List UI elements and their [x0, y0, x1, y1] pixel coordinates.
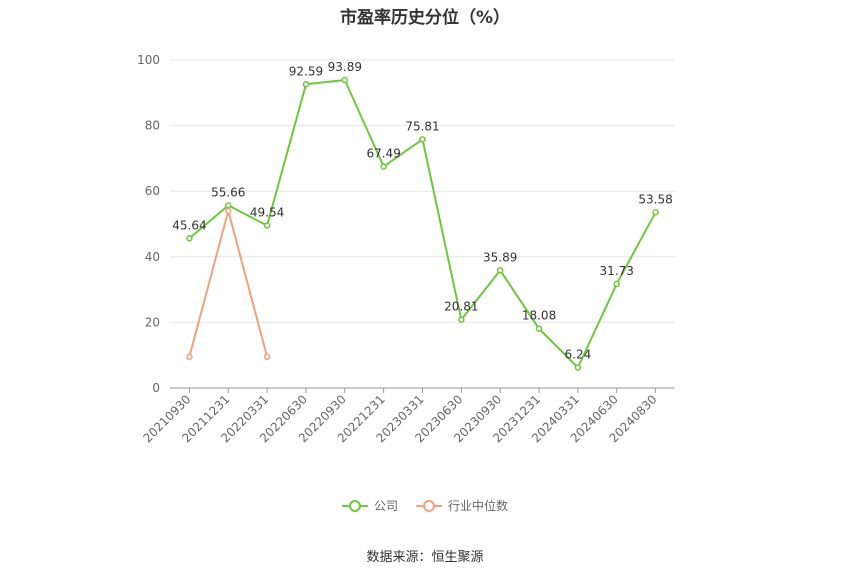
chart-title: 市盈率历史分位（%） — [339, 8, 511, 28]
data-label: 55.66 — [211, 185, 245, 199]
series-line-industry — [188, 209, 269, 358]
data-label: 67.49 — [366, 147, 400, 161]
point-industry — [225, 207, 232, 215]
data-label: 6.24 — [565, 348, 592, 362]
legend-label-company: 公司 — [373, 499, 398, 513]
point-industry — [263, 353, 271, 361]
data-source: 数据来源：恒生聚源 — [366, 550, 484, 565]
y-tick-label: 100 — [137, 53, 160, 67]
legend-marker-company-icon — [341, 499, 368, 512]
y-tick-label: 20 — [145, 315, 160, 329]
point-company — [496, 267, 504, 274]
data-label: 92.59 — [289, 64, 323, 78]
point-company — [574, 364, 582, 371]
point-industry — [186, 353, 193, 361]
data-label: 49.54 — [250, 206, 284, 220]
y-tick-label: 60 — [145, 184, 160, 198]
y-tick-label: 80 — [145, 119, 160, 133]
legend-label-industry-median: 行业中位数 — [448, 499, 509, 513]
y-tick-label: 0 — [152, 381, 160, 395]
data-label: 31.73 — [600, 264, 634, 278]
legend-item-company[interactable]: 公司 — [341, 497, 398, 514]
legend-item-industry-median[interactable]: 行业中位数 — [416, 497, 508, 514]
label-layer: 45.64 55.66 49.54 92.59 93.89 67.49 75.81 20.81… — [172, 60, 673, 361]
point-company — [419, 136, 426, 143]
data-label: 20.81 — [444, 300, 478, 314]
point-company — [652, 209, 659, 216]
legend: 公司 行业中位数 — [0, 497, 850, 514]
data-label: 53.58 — [638, 192, 672, 206]
data-label: 18.08 — [522, 309, 556, 323]
grid-layer — [170, 59, 675, 323]
series-layer — [186, 76, 659, 371]
point-company — [225, 202, 232, 209]
y-tick-label: 40 — [145, 250, 160, 264]
data-label: 93.89 — [328, 60, 362, 74]
point-company — [186, 235, 193, 242]
point-company — [613, 280, 620, 288]
legend-marker-industry-icon — [416, 499, 442, 512]
point-company — [380, 163, 387, 170]
data-label: 35.89 — [483, 250, 517, 264]
point-company — [458, 316, 465, 323]
data-label: 75.81 — [405, 119, 439, 133]
point-company — [341, 76, 349, 84]
point-company — [263, 222, 271, 229]
point-company — [302, 81, 310, 88]
data-label: 45.64 — [172, 218, 206, 232]
point-company — [535, 325, 543, 332]
